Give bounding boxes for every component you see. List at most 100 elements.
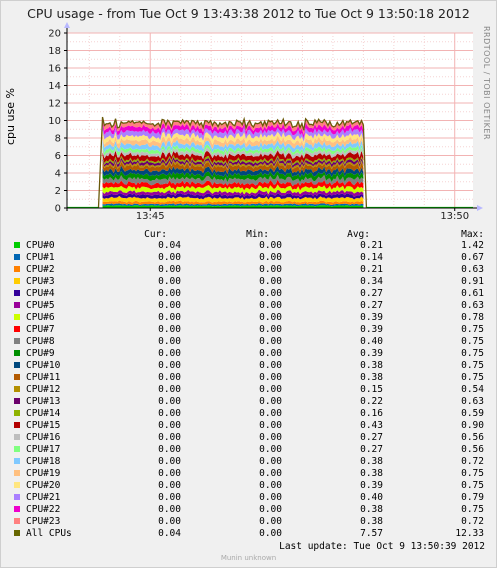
legend-min-value: 0.00 [259, 336, 282, 347]
legend-min-value: 0.00 [259, 420, 282, 431]
legend-row: CPU#22 0.00 0.00 0.38 0.75 [0, 504, 497, 516]
legend-max-value: 0.56 [461, 432, 484, 443]
legend-min-value: 0.00 [259, 288, 282, 299]
legend-min-value: 0.00 [259, 384, 282, 395]
y-tick-label: 8 [55, 134, 61, 145]
legend-min-value: 0.00 [259, 456, 282, 467]
area-cpu-18 [102, 139, 364, 154]
legend-swatch [14, 506, 20, 512]
legend-max-value: 0.56 [461, 444, 484, 455]
legend-cur-value: 0.00 [158, 288, 181, 299]
legend-max-value: 0.67 [461, 252, 484, 263]
area-cpu-21 [102, 125, 364, 142]
legend-header-max: Max: [461, 229, 484, 240]
legend-swatch [14, 482, 20, 488]
legend-series-name: CPU#11 [26, 372, 61, 383]
legend-swatch [14, 518, 20, 524]
legend-avg-value: 0.38 [360, 516, 383, 527]
legend-cur-value: 0.00 [158, 444, 181, 455]
legend-min-value: 0.00 [259, 240, 282, 251]
legend-series-name: CPU#12 [26, 384, 61, 395]
legend-max-value: 0.75 [461, 360, 484, 371]
legend-avg-value: 7.57 [360, 528, 383, 539]
legend-min-value: 0.00 [259, 276, 282, 287]
legend-row: CPU#12 0.00 0.00 0.15 0.54 [0, 384, 497, 396]
area-cpu-1 [102, 203, 364, 207]
legend-avg-value: 0.39 [360, 348, 383, 359]
legend-swatch [14, 434, 20, 440]
legend-row: CPU#1 0.00 0.00 0.14 0.67 [0, 252, 497, 264]
legend-min-value: 0.00 [259, 312, 282, 323]
legend-avg-value: 0.21 [360, 264, 383, 275]
legend-swatch [14, 422, 20, 428]
legend-swatch [14, 350, 20, 356]
legend-row: CPU#17 0.00 0.00 0.27 0.56 [0, 444, 497, 456]
legend-row: CPU#11 0.00 0.00 0.38 0.75 [0, 372, 497, 384]
chart-title: CPU usage - from Tue Oct 9 13:43:38 2012… [27, 6, 470, 21]
legend-swatch [14, 398, 20, 404]
legend-series-name: CPU#10 [26, 360, 61, 371]
legend-row: CPU#4 0.00 0.00 0.27 0.61 [0, 288, 497, 300]
legend-series-name: All CPUs [26, 528, 72, 539]
all-cpus-line [97, 116, 368, 209]
legend-row: CPU#18 0.00 0.00 0.38 0.72 [0, 456, 497, 468]
area-cpu-8 [102, 174, 364, 187]
legend-avg-value: 0.38 [360, 360, 383, 371]
legend-cur-value: 0.00 [158, 468, 181, 479]
legend-min-value: 0.00 [259, 360, 282, 371]
area-cpu-20 [102, 130, 364, 146]
legend-row: CPU#3 0.00 0.00 0.34 0.91 [0, 276, 497, 288]
y-tick-label: 2 [55, 186, 61, 197]
legend-min-value: 0.00 [259, 252, 282, 263]
legend-max-value: 0.75 [461, 468, 484, 479]
y-tick-label: 14 [48, 81, 61, 92]
legend-max-value: 0.63 [461, 300, 484, 311]
y-tick-label: 0 [55, 204, 61, 215]
legend-avg-value: 0.27 [360, 300, 383, 311]
area-cpu-22 [102, 120, 364, 139]
legend-avg-value: 0.15 [360, 384, 383, 395]
legend-swatch [14, 494, 20, 500]
area-cpu-2 [102, 200, 364, 205]
legend-swatch [14, 266, 20, 272]
y-tick-label: 12 [48, 99, 61, 110]
legend-avg-value: 0.27 [360, 444, 383, 455]
legend-cur-value: 0.00 [158, 408, 181, 419]
legend-header-avg: Avg: [347, 229, 370, 240]
legend-header: Cur: Min: Avg: Max: [0, 229, 497, 241]
y-tick-label: 4 [55, 169, 61, 180]
legend-cur-value: 0.00 [158, 492, 181, 503]
legend-min-value: 0.00 [259, 324, 282, 335]
area-cpu-0 [102, 205, 364, 208]
y-tick-label: 16 [48, 64, 61, 75]
legend-avg-value: 0.21 [360, 240, 383, 251]
legend-cur-value: 0.00 [158, 264, 181, 275]
legend-min-value: 0.00 [259, 264, 282, 275]
legend-row: CPU#20 0.00 0.00 0.39 0.75 [0, 480, 497, 492]
legend-series-name: CPU#1 [26, 252, 55, 263]
last-update: Last update: Tue Oct 9 13:50:39 2012 [279, 541, 485, 552]
legend-row: CPU#2 0.00 0.00 0.21 0.63 [0, 264, 497, 276]
legend-header-cur: Cur: [144, 229, 167, 240]
legend-series-name: CPU#0 [26, 240, 55, 251]
legend-row: All CPUs 0.04 0.00 7.57 12.33 [0, 528, 497, 540]
legend-row: CPU#13 0.00 0.00 0.22 0.63 [0, 396, 497, 408]
area-cpu-9 [102, 170, 364, 183]
legend-max-value: 0.72 [461, 516, 484, 527]
legend-avg-value: 0.16 [360, 408, 383, 419]
legend-swatch [14, 290, 20, 296]
legend-row: CPU#9 0.00 0.00 0.39 0.75 [0, 348, 497, 360]
legend-cur-value: 0.04 [158, 240, 181, 251]
legend-avg-value: 0.14 [360, 252, 383, 263]
legend-cur-value: 0.00 [158, 384, 181, 395]
legend-min-value: 0.00 [259, 516, 282, 527]
legend-cur-value: 0.00 [158, 312, 181, 323]
legend-avg-value: 0.39 [360, 324, 383, 335]
y-tick-label: 10 [48, 116, 61, 127]
legend-avg-value: 0.39 [360, 480, 383, 491]
legend-swatch [14, 314, 20, 320]
legend-cur-value: 0.00 [158, 372, 181, 383]
legend-series-name: CPU#14 [26, 408, 61, 419]
area-cpu-11 [102, 160, 364, 175]
legend-cur-value: 0.00 [158, 456, 181, 467]
